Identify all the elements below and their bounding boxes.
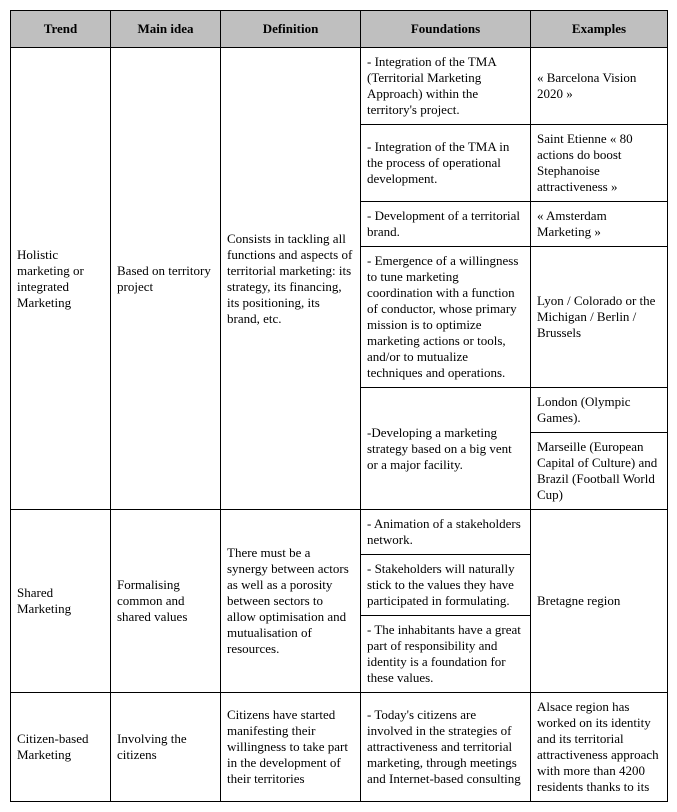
foundation-cell: - Emergence of a willingness to tune mar… — [361, 247, 531, 388]
example-cell: London (Olympic Games). — [531, 388, 668, 433]
table-row: Holistic marketing or integrated Marketi… — [11, 48, 668, 125]
trend-cell: Shared Marketing — [11, 510, 111, 693]
foundation-cell: - Animation of a stakeholders network. — [361, 510, 531, 555]
example-cell: Alsace region has worked on its identity… — [531, 693, 668, 802]
col-definition: Definition — [221, 11, 361, 48]
foundation-cell: - Integration of the TMA in the process … — [361, 125, 531, 202]
col-examples: Examples — [531, 11, 668, 48]
example-cell: Lyon / Colorado or the Michigan / Berlin… — [531, 247, 668, 388]
col-foundations: Foundations — [361, 11, 531, 48]
example-cell: Marseille (European Capital of Culture) … — [531, 433, 668, 510]
marketing-trends-table: Trend Main idea Definition Foundations E… — [10, 10, 668, 802]
example-cell: Bretagne region — [531, 510, 668, 693]
table-row: Citizen-based Marketing Involving the ci… — [11, 693, 668, 802]
foundation-cell: - Stakeholders will naturally stick to t… — [361, 555, 531, 616]
idea-cell: Formalising common and shared values — [111, 510, 221, 693]
example-cell: « Amsterdam Marketing » — [531, 202, 668, 247]
def-cell: Citizens have started manifesting their … — [221, 693, 361, 802]
idea-cell: Based on territory project — [111, 48, 221, 510]
idea-cell: Involving the citizens — [111, 693, 221, 802]
col-main-idea: Main idea — [111, 11, 221, 48]
foundation-cell: - Today's citizens are involved in the s… — [361, 693, 531, 802]
trend-cell: Citizen-based Marketing — [11, 693, 111, 802]
def-cell: There must be a synergy between actors a… — [221, 510, 361, 693]
def-cell: Consists in tackling all functions and a… — [221, 48, 361, 510]
foundation-cell: - The inhabitants have a great part of r… — [361, 616, 531, 693]
example-cell: Saint Etienne « 80 actions do boost Step… — [531, 125, 668, 202]
trend-cell: Holistic marketing or integrated Marketi… — [11, 48, 111, 510]
foundation-cell: -Developing a marketing strategy based o… — [361, 388, 531, 510]
table-row: Shared Marketing Formalising common and … — [11, 510, 668, 555]
col-trend: Trend — [11, 11, 111, 48]
example-cell: « Barcelona Vision 2020 » — [531, 48, 668, 125]
foundation-cell: - Development of a territorial brand. — [361, 202, 531, 247]
table-header-row: Trend Main idea Definition Foundations E… — [11, 11, 668, 48]
foundation-cell: - Integration of the TMA (Territorial Ma… — [361, 48, 531, 125]
